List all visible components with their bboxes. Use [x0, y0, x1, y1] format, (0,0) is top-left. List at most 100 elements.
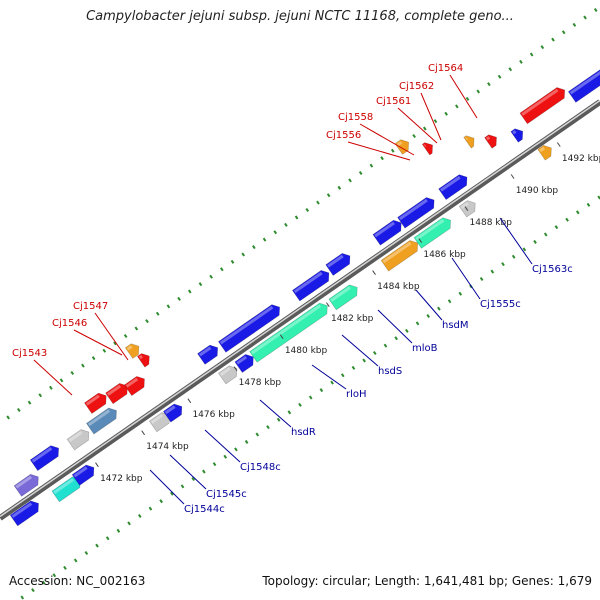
gene-label-hsdm: hsdM — [442, 320, 469, 331]
leader-line — [397, 107, 438, 144]
ruler-tick-label: 1490 kbp — [516, 186, 559, 196]
ruler-tick-label: 1488 kbp — [470, 218, 513, 228]
feature-rloH — [328, 284, 358, 311]
ruler-tick-label: 1480 kbp — [285, 346, 328, 356]
accession-text: Accession: NC_002163 — [9, 574, 146, 588]
backbone — [0, 99, 600, 521]
leader-line — [169, 454, 207, 490]
gene-label-cj1556: Cj1556 — [326, 130, 361, 141]
feature-cj1564 — [519, 87, 566, 125]
gene-label-hsds: hsdS — [378, 366, 402, 377]
feature-top-c — [84, 392, 107, 414]
feature-cj1545c — [71, 464, 95, 486]
feature-top-h — [291, 270, 330, 302]
feature-cj1556 — [394, 139, 409, 155]
gene-label-cj1562: Cj1562 — [399, 81, 434, 92]
leader-line — [359, 123, 415, 156]
gene-label-cj1555c: Cj1555c — [480, 299, 521, 310]
leader-line — [204, 429, 241, 463]
feature-top-m — [567, 68, 600, 103]
ruler-tick-label: 1478 kbp — [239, 378, 282, 388]
gene-label-cj1543: Cj1543 — [12, 348, 47, 359]
gene-label-cj1564: Cj1564 — [428, 63, 463, 74]
genome-summary-text: Topology: circular; Length: 1,641,481 bp… — [262, 574, 592, 588]
feature-hsdS — [413, 217, 451, 249]
gene-label-hsdr: hsdR — [291, 427, 316, 438]
feature-top-a — [13, 473, 39, 497]
ruler-tick — [279, 334, 284, 340]
feature-hsdR-b — [234, 354, 254, 373]
feature-cj1563c — [537, 145, 552, 161]
leader-line — [449, 74, 478, 119]
map-title: Campylobacter jejuni subsp. jejuni NCTC … — [86, 9, 514, 24]
feature-mloB — [380, 240, 419, 272]
ruler-tick-label: 1492 kbp — [562, 154, 600, 164]
leader-line — [33, 359, 73, 396]
gene-label-cj1561: Cj1561 — [376, 96, 411, 107]
gene-label-cj1563c: Cj1563c — [532, 264, 573, 275]
ruler-tick — [556, 142, 561, 147]
feature-top-i — [325, 253, 351, 276]
feature-cj1546 — [124, 343, 140, 359]
ruler: 1472 kbp 1474 kbp 1476 kbp 1478 kbp 1480 kbp… — [95, 142, 600, 484]
feature-top-d — [105, 383, 128, 405]
leader-line — [499, 217, 533, 265]
feature-hsdR-a — [218, 365, 238, 385]
leader-line — [341, 334, 379, 367]
feature-cj1543-a — [66, 429, 90, 451]
feature-cj1561 — [463, 135, 475, 149]
feature-cj1562 — [484, 134, 497, 149]
leader-line — [347, 141, 411, 161]
feature-cj1563c-a — [510, 128, 524, 143]
gene-label-rloh: rloH — [346, 389, 367, 400]
gene-label-cj1547: Cj1547 — [73, 301, 108, 312]
ruler-tick — [95, 462, 99, 468]
ruler-tick — [187, 398, 192, 404]
ruler-tick — [372, 270, 376, 275]
ruler-tick-label: 1484 kbp — [377, 282, 420, 292]
feature-top-f — [197, 344, 219, 365]
feature-cj1558 — [421, 142, 433, 156]
feature-tracks — [9, 68, 600, 527]
leader-line — [149, 469, 185, 505]
ruler-tick — [464, 206, 469, 211]
leader-line — [420, 92, 442, 141]
feature-top-e — [123, 376, 145, 397]
label-leaders — [33, 74, 533, 505]
feature-top-j — [372, 219, 402, 246]
leader-line — [377, 309, 413, 344]
leader-line — [451, 257, 481, 300]
feature-top-b — [29, 445, 59, 471]
ruler-tick-label: 1482 kbp — [331, 314, 374, 324]
ruler-tick — [233, 366, 238, 372]
ruler-tick-label: 1486 kbp — [423, 250, 466, 260]
ruler-tick-label: 1472 kbp — [100, 474, 143, 484]
ruler-tick — [141, 430, 145, 436]
feature-cj1548c — [162, 403, 183, 423]
leader-line — [259, 399, 292, 428]
gene-label-cj1546: Cj1546 — [52, 318, 87, 329]
gene-label-cj1544c: Cj1544c — [184, 504, 225, 515]
leader-line — [311, 364, 347, 390]
feature-cj1544c — [9, 500, 39, 527]
ruler-tick-label: 1474 kbp — [146, 442, 189, 452]
ruler-tick — [510, 174, 515, 179]
feature-cj1547 — [136, 353, 150, 368]
feature-hsdR — [249, 302, 328, 363]
feature-cj1543 — [86, 407, 117, 435]
leader-line — [415, 289, 443, 321]
feature-top-g — [218, 304, 280, 353]
gene-label-mlob: mloB — [412, 343, 438, 354]
feature-cj1555c — [458, 200, 476, 218]
leader-line — [94, 312, 129, 361]
gene-label-cj1558: Cj1558 — [338, 112, 373, 123]
gene-label-cj1548c: Cj1548c — [240, 462, 281, 473]
gene-label-cj1545c: Cj1545c — [206, 489, 247, 500]
ruler-tick-label: 1476 kbp — [192, 410, 235, 420]
feature-top-k — [397, 197, 435, 229]
ruler-tick — [326, 302, 330, 308]
guide-line-top — [0, 4, 600, 426]
guide-line-bottom — [15, 194, 600, 600]
